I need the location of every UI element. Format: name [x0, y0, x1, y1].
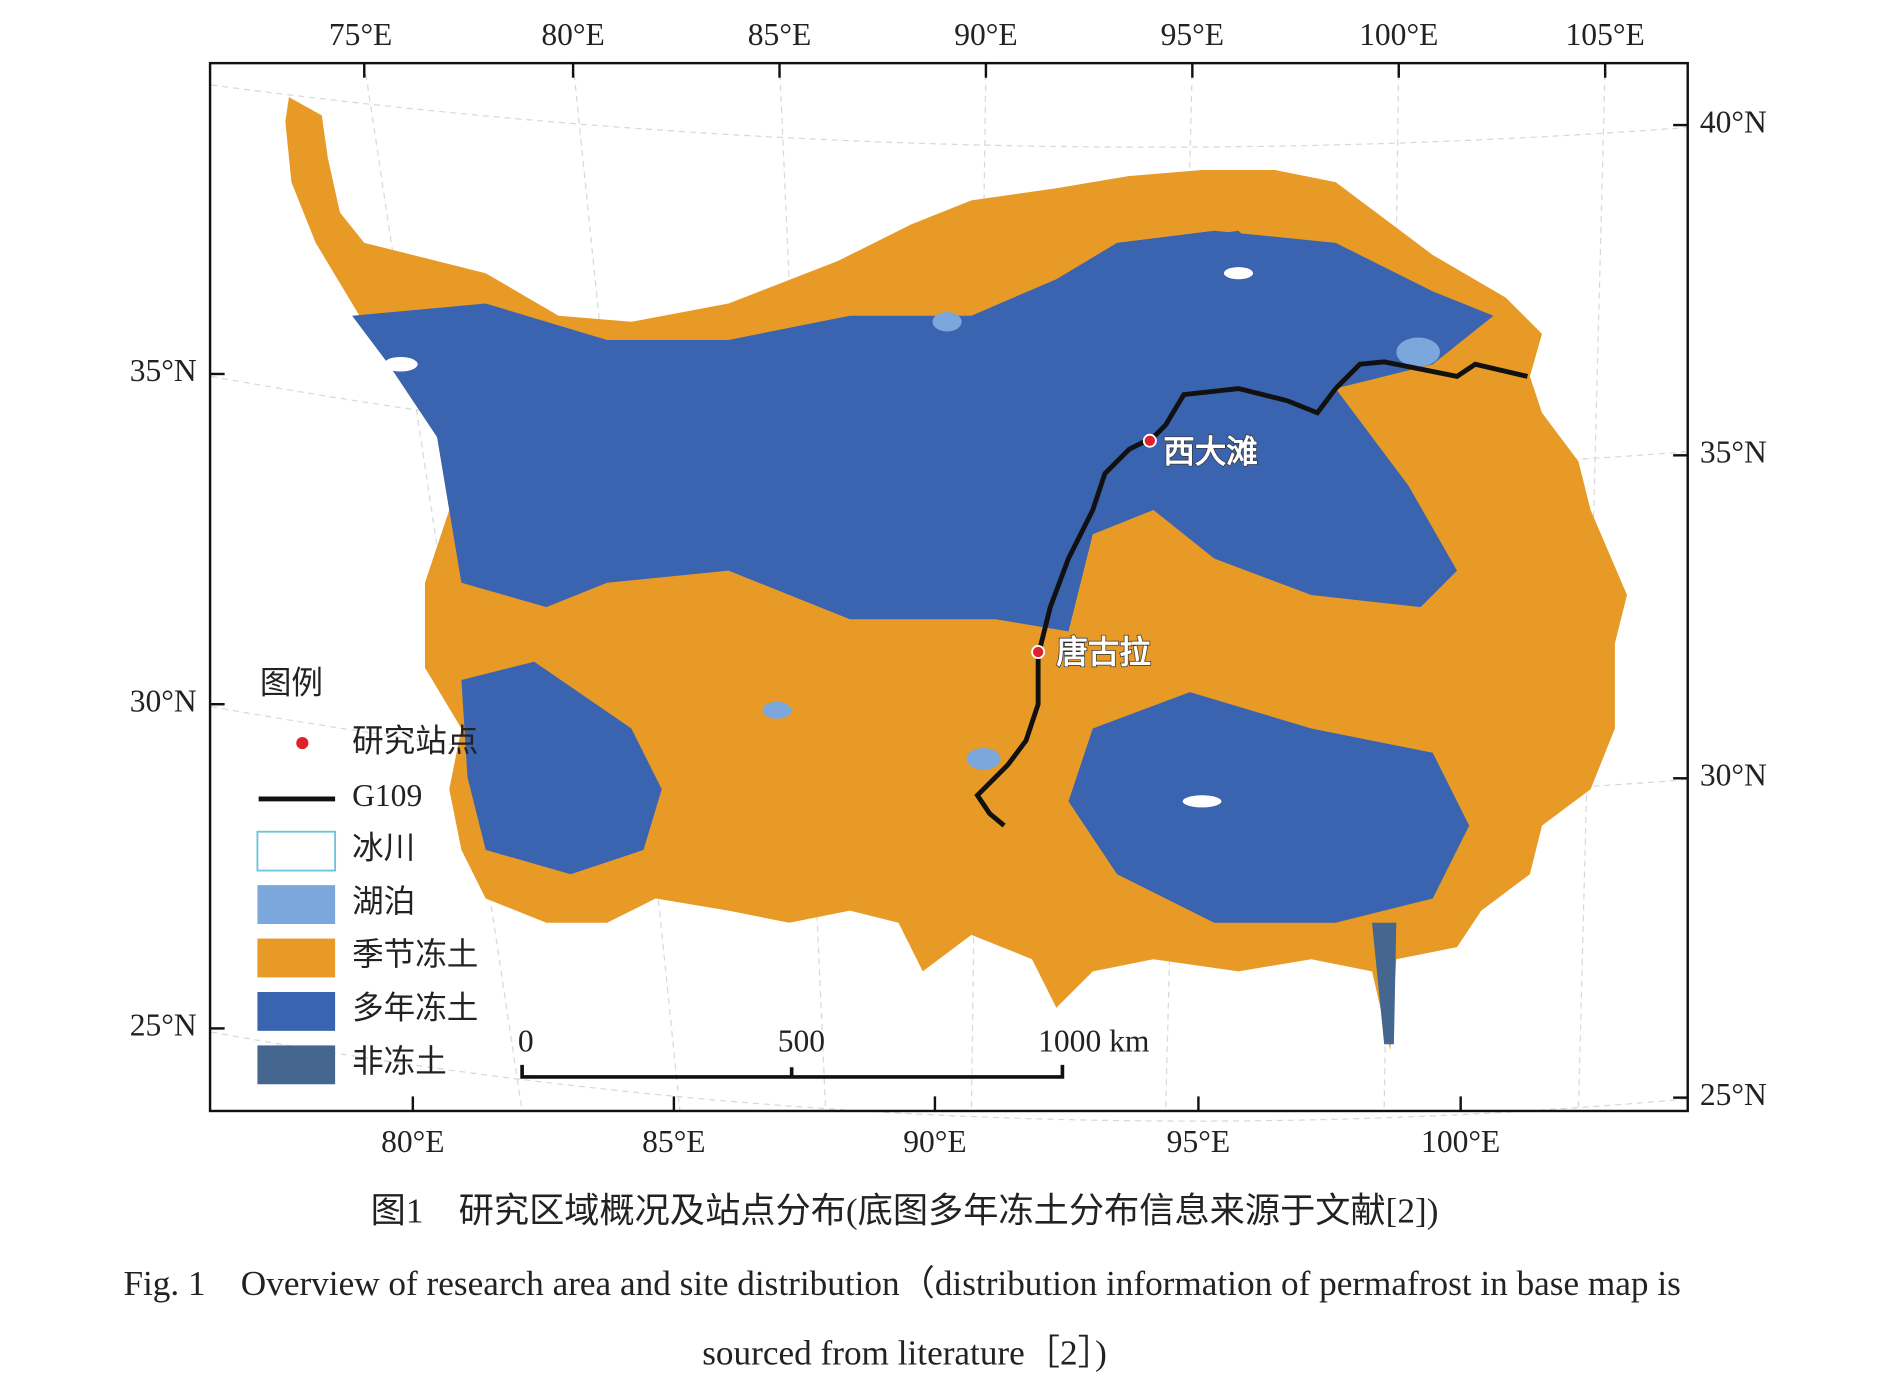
- permafrost: [461, 661, 662, 875]
- lake: [966, 747, 1001, 770]
- legend-title: 图例: [260, 665, 323, 700]
- lon-label: 85°E: [642, 1124, 705, 1159]
- lon-label: 90°E: [954, 17, 1017, 52]
- lake: [932, 312, 962, 332]
- lake: [1396, 337, 1441, 367]
- station-dot: [1031, 645, 1046, 659]
- permafrost: [352, 230, 1494, 632]
- lat-label: 25°N: [130, 1008, 197, 1043]
- station-dot: [1142, 433, 1157, 448]
- lat-label: 35°N: [130, 353, 197, 388]
- map-area: 西大滩 唐古拉: [285, 97, 1628, 1051]
- legend-label: G109: [352, 778, 422, 813]
- station-label: 唐古拉: [1056, 634, 1151, 670]
- scale-label: 0: [518, 1023, 534, 1058]
- legend-swatch: [257, 991, 336, 1031]
- lon-label: 75°E: [329, 17, 392, 52]
- lon-label: 85°E: [748, 17, 811, 52]
- glacier: [1182, 795, 1222, 808]
- station-label: 西大滩: [1163, 435, 1258, 470]
- g109-road: [974, 359, 1529, 828]
- legend-swatch: [257, 1045, 336, 1085]
- legend-label: 湖泊: [352, 884, 415, 919]
- lon-label: 100°E: [1359, 17, 1438, 52]
- legend: 图例 研究站点 G109 冰川 湖泊 季节冻土 多年冻土 非冻土: [256, 665, 478, 1085]
- lon-label: 95°E: [1167, 1124, 1230, 1159]
- scale-bar: 0 500 1000 km: [518, 1023, 1150, 1079]
- legend-label: 研究站点: [352, 724, 478, 759]
- legend-swatch: [296, 737, 309, 750]
- lon-label: 105°E: [1566, 17, 1645, 52]
- legend-swatch: [257, 885, 336, 924]
- lon-label: 80°E: [541, 17, 604, 52]
- permafrost: [1153, 230, 1288, 304]
- scale-label: 1000 km: [1038, 1023, 1150, 1058]
- scale-label: 500: [778, 1023, 825, 1058]
- lat-label: 30°N: [130, 683, 197, 718]
- lon-label: 100°E: [1421, 1124, 1500, 1159]
- lon-label: 80°E: [381, 1124, 444, 1159]
- lat-label: 40°N: [1700, 104, 1767, 139]
- lon-label: 95°E: [1161, 17, 1224, 52]
- lat-label: 25°N: [1700, 1077, 1767, 1112]
- caption-english: sourced from literature［2］): [702, 1333, 1107, 1372]
- legend-label: 冰川: [352, 830, 415, 865]
- map-frame: [208, 61, 1689, 1113]
- lat-label: 35°N: [1700, 435, 1767, 470]
- permafrost: [1068, 692, 1470, 923]
- caption-english: Fig. 1 Overview of research area and sit…: [123, 1264, 1680, 1303]
- lon-label: 90°E: [903, 1124, 966, 1159]
- caption-chinese: 图1 研究区域概况及站点分布(底图多年冻土分布信息来源于文献[2]): [371, 1191, 1439, 1230]
- legend-swatch: [257, 938, 336, 978]
- lake: [762, 701, 792, 719]
- legend-label: 季节冻土: [352, 937, 478, 972]
- non-frozen: [1372, 922, 1397, 1045]
- glacier: [383, 356, 418, 372]
- legend-label: 非冻土: [352, 1044, 447, 1079]
- legend-label: 多年冻土: [352, 991, 478, 1026]
- lat-label: 30°N: [1700, 758, 1767, 793]
- legend-swatch: [256, 830, 337, 872]
- glacier: [1223, 267, 1254, 280]
- frame-ticks: [210, 63, 1688, 1111]
